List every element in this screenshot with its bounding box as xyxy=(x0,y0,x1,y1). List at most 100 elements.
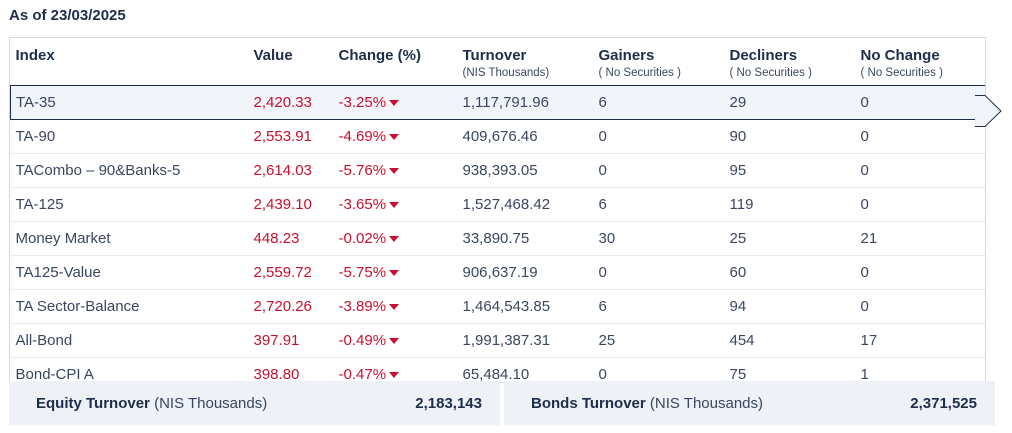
col-header-turnover[interactable]: Turnover (NIS Thousands) xyxy=(458,38,594,85)
row-value: 2,553.91 xyxy=(248,118,334,153)
down-arrow-icon xyxy=(389,269,400,276)
bonds-turnover-box: Bonds Turnover (NIS Thousands) 2,371,525 xyxy=(504,381,995,425)
row-gainers: 6 xyxy=(593,288,725,323)
turnover-sublabel: (NIS Thousands) xyxy=(462,67,550,79)
row-change: -0.02% xyxy=(333,220,458,255)
down-arrow-icon xyxy=(389,235,400,242)
row-gainers: 0 xyxy=(593,254,725,289)
equity-turnover-box: Equity Turnover (NIS Thousands) 2,183,14… xyxy=(9,381,500,425)
row-gainers: 25 xyxy=(593,322,725,357)
row-decliners: 90 xyxy=(724,118,856,153)
gainers-sublabel: ( No Securities ) xyxy=(598,67,681,79)
table-row[interactable]: All-Bond 397.91 -0.49% 1,991,387.31 25 4… xyxy=(10,322,985,357)
row-turnover: 33,890.75 xyxy=(457,220,594,255)
down-arrow-icon xyxy=(389,371,400,378)
row-decliners: 75 xyxy=(724,356,856,382)
table-row[interactable]: Bond-CPI A 398.80 -0.47% 65,484.10 0 75 … xyxy=(10,356,985,383)
row-change: -3.65% xyxy=(333,186,458,221)
equity-label-text: Equity Turnover xyxy=(36,394,150,412)
nochange-sublabel: ( No Securities ) xyxy=(860,67,943,79)
indices-table-panel[interactable]: Index Value Change (%) Turnover (NIS Thou… xyxy=(9,37,986,383)
equity-turnover-label: Equity Turnover (NIS Thousands) xyxy=(36,395,267,412)
down-arrow-icon xyxy=(389,303,400,310)
bonds-unit-text: (NIS Thousands) xyxy=(649,394,764,412)
bonds-turnover-label: Bonds Turnover (NIS Thousands) xyxy=(531,395,763,412)
row-value: 2,720.26 xyxy=(248,288,334,323)
table-header-row: Index Value Change (%) Turnover (NIS Thou… xyxy=(11,38,986,85)
row-nochange: 0 xyxy=(855,254,985,289)
col-header-index[interactable]: Index xyxy=(15,47,55,64)
row-turnover: 1,991,387.31 xyxy=(457,322,594,357)
as-of-date: As of 23/03/2025 xyxy=(9,7,126,24)
row-gainers: 30 xyxy=(593,220,725,255)
row-value: 397.91 xyxy=(248,322,334,357)
row-decliners: 25 xyxy=(724,220,856,255)
row-gainers: 6 xyxy=(593,186,725,221)
table-row[interactable]: TA-125 2,439.10 -3.65% 1,527,468.42 6 11… xyxy=(10,186,985,221)
down-arrow-icon xyxy=(389,167,400,174)
col-header-change[interactable]: Change (%) xyxy=(338,47,422,64)
row-index: Bond-CPI A xyxy=(10,356,249,382)
table-row[interactable]: TACombo – 90&Banks-5 2,614.03 -5.76% 938… xyxy=(10,152,985,187)
row-decliners: 29 xyxy=(724,84,856,120)
col-header-value[interactable]: Value xyxy=(253,47,293,64)
col-header-gainers[interactable]: Gainers ( No Securities ) xyxy=(594,38,725,85)
row-nochange: 0 xyxy=(855,186,985,221)
turnover-summary: Equity Turnover (NIS Thousands) 2,183,14… xyxy=(9,381,995,425)
change-text: -0.47% xyxy=(338,365,387,383)
down-arrow-icon xyxy=(389,99,400,106)
row-nochange: 17 xyxy=(855,322,985,357)
change-text: -0.49% xyxy=(338,331,387,349)
row-index: TA125-Value xyxy=(10,254,249,289)
row-index: TACombo – 90&Banks-5 xyxy=(10,152,249,187)
row-gainers: 0 xyxy=(593,152,725,187)
bonds-label-text: Bonds Turnover xyxy=(531,394,646,412)
row-value: 448.23 xyxy=(248,220,334,255)
equity-unit-text: (NIS Thousands) xyxy=(154,394,268,412)
row-index: All-Bond xyxy=(10,322,249,357)
turnover-label: Turnover xyxy=(462,47,527,64)
row-change: -3.89% xyxy=(333,288,458,323)
row-gainers: 0 xyxy=(593,356,725,382)
selected-row-pointer-icon xyxy=(975,95,1002,127)
down-arrow-icon xyxy=(389,133,400,140)
row-gainers: 6 xyxy=(593,84,725,120)
row-gainers: 0 xyxy=(593,118,725,153)
row-index: TA-90 xyxy=(10,118,249,153)
decliners-sublabel: ( No Securities ) xyxy=(729,67,812,79)
row-nochange: 1 xyxy=(855,356,985,382)
table-row[interactable]: TA125-Value 2,559.72 -5.75% 906,637.19 0… xyxy=(10,254,985,289)
table-row[interactable]: TA-90 2,553.91 -4.69% 409,676.46 0 90 0 xyxy=(10,118,985,153)
row-decliners: 454 xyxy=(724,322,856,357)
row-nochange: 0 xyxy=(855,288,985,323)
row-change: -4.69% xyxy=(333,118,458,153)
change-text: -5.75% xyxy=(338,263,387,281)
change-text: -4.69% xyxy=(338,127,387,145)
row-turnover: 938,393.05 xyxy=(457,152,594,187)
row-turnover: 1,527,468.42 xyxy=(457,186,594,221)
indices-table: Index Value Change (%) Turnover (NIS Thou… xyxy=(10,38,986,383)
row-change: -3.25% xyxy=(333,84,458,120)
col-header-decliners[interactable]: Decliners ( No Securities ) xyxy=(725,38,856,85)
row-decliners: 95 xyxy=(724,152,856,187)
row-value: 2,559.72 xyxy=(248,254,334,289)
row-change: -0.49% xyxy=(333,322,458,357)
down-arrow-icon xyxy=(389,201,400,208)
row-decliners: 60 xyxy=(724,254,856,289)
row-value: 398.80 xyxy=(248,356,334,382)
row-decliners: 94 xyxy=(724,288,856,323)
table-row[interactable]: TA-35 2,420.33 -3.25% 1,117,791.96 6 29 … xyxy=(10,84,985,120)
decliners-label: Decliners xyxy=(729,47,798,64)
table-row[interactable]: TA Sector-Balance 2,720.26 -3.89% 1,464,… xyxy=(10,288,985,323)
row-turnover: 409,676.46 xyxy=(457,118,594,153)
row-change: -0.47% xyxy=(333,356,458,383)
row-turnover: 1,464,543.85 xyxy=(457,288,594,323)
table-row[interactable]: Money Market 448.23 -0.02% 33,890.75 30 … xyxy=(10,220,985,255)
row-nochange: 0 xyxy=(855,152,985,187)
row-index: Money Market xyxy=(10,220,249,255)
col-header-nochange[interactable]: No Change ( No Securities ) xyxy=(856,38,986,85)
row-decliners: 119 xyxy=(724,186,856,221)
row-change: -5.75% xyxy=(333,254,458,289)
row-index: TA-125 xyxy=(10,186,249,221)
down-arrow-icon xyxy=(389,337,400,344)
